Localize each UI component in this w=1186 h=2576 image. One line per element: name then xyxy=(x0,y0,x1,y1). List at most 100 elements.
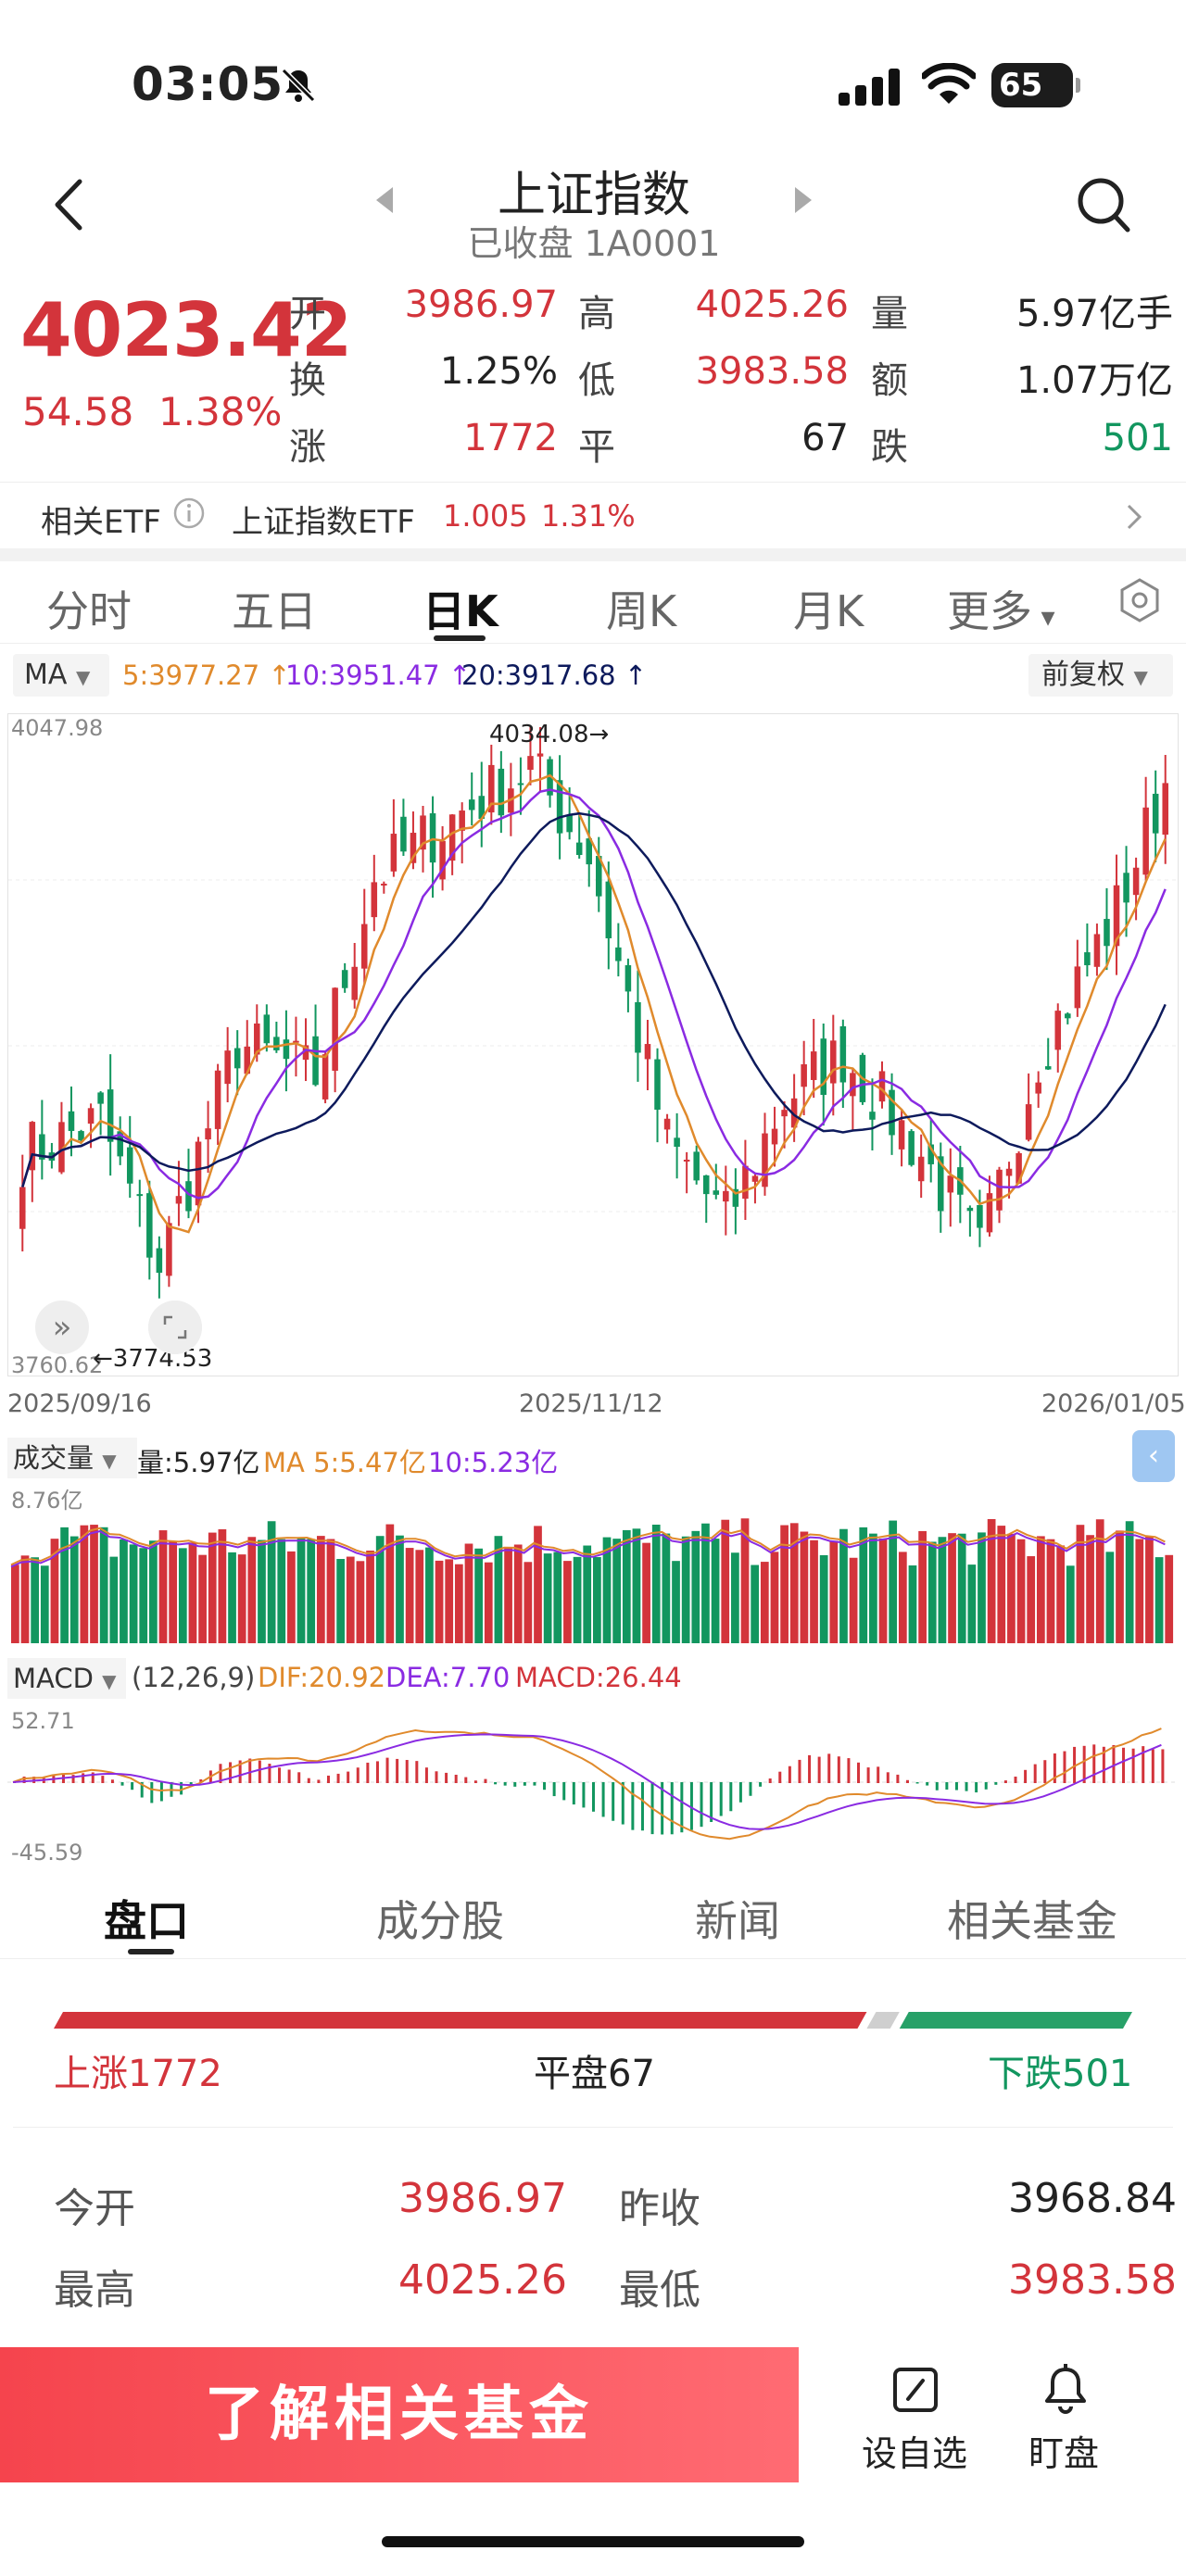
add-watchlist-icon[interactable] xyxy=(890,2364,941,2416)
macd-bar xyxy=(710,1782,713,1822)
candle-body xyxy=(390,834,397,872)
stat-label: 今开 xyxy=(54,2185,135,2232)
search-icon[interactable] xyxy=(1075,174,1132,235)
volume-bar xyxy=(780,1525,789,1643)
ma-select-label: MA xyxy=(24,659,68,691)
macd-dea: DEA:7.70 xyxy=(385,1662,511,1693)
info-icon[interactable] xyxy=(172,496,206,530)
volume-bar xyxy=(810,1539,818,1643)
stat-value: 4025.26 xyxy=(398,2256,567,2304)
adjust-label: 前复权 xyxy=(1041,659,1125,691)
chart-tab[interactable]: 更多 ▾ xyxy=(947,578,1055,639)
learn-fund-button[interactable]: 了解相关基金 xyxy=(0,2347,799,2482)
candle-body xyxy=(732,1188,739,1207)
signal-icon xyxy=(839,69,900,106)
macd-bar xyxy=(886,1772,890,1783)
detail-tab[interactable]: 新闻 xyxy=(695,1896,780,1946)
macd-bar xyxy=(415,1761,419,1783)
collapse-panel-button[interactable]: ‹ xyxy=(1132,1430,1175,1482)
battery-level: 65 xyxy=(999,67,1043,104)
macd-bar xyxy=(513,1782,517,1787)
volume-bar xyxy=(721,1519,730,1643)
candle-body xyxy=(762,1133,768,1187)
macd-bar xyxy=(827,1753,831,1783)
candle-body xyxy=(1044,1066,1052,1070)
expand-left-icon[interactable]: » xyxy=(35,1301,89,1354)
volume-bar xyxy=(987,1519,996,1643)
macd-bar xyxy=(385,1757,389,1783)
candle-body xyxy=(771,1128,778,1145)
candle-body xyxy=(556,780,563,834)
chart-tab[interactable]: 日K xyxy=(423,578,498,639)
detail-tab[interactable]: 成分股 xyxy=(376,1896,504,1946)
volume-bar xyxy=(1056,1545,1065,1643)
volume-bar xyxy=(869,1533,877,1643)
volume-indicator-select[interactable]: 成交量 ▼ xyxy=(7,1438,137,1478)
macd-bar xyxy=(719,1782,723,1816)
macd-bar xyxy=(680,1782,684,1833)
candle-body xyxy=(136,1194,144,1197)
wifi-icon xyxy=(922,63,976,104)
candle-body xyxy=(839,1025,847,1083)
macd-bar xyxy=(749,1782,752,1796)
adjust-select[interactable]: 前复权 ▼ xyxy=(1028,654,1173,697)
candle-body xyxy=(488,764,495,813)
bell-icon[interactable] xyxy=(1040,2362,1091,2418)
volume-bar xyxy=(839,1528,848,1643)
quote-value: 3986.97 xyxy=(404,283,558,326)
dropdown-arrow-icon: ▾ xyxy=(1032,601,1055,634)
chevron-right-icon[interactable] xyxy=(1123,500,1145,534)
chart-tab[interactable]: 月K xyxy=(793,578,864,639)
quote-label: 换 xyxy=(289,359,326,402)
fullscreen-icon[interactable] xyxy=(148,1301,202,1354)
candle-body xyxy=(360,924,368,969)
macd-bar xyxy=(278,1767,282,1783)
macd-bar xyxy=(738,1782,742,1803)
detail-tab[interactable]: 盘口 xyxy=(104,1896,189,1946)
home-indicator xyxy=(382,2536,804,2547)
macd-bar xyxy=(317,1779,321,1783)
macd-bar xyxy=(238,1760,242,1783)
volume-svg xyxy=(10,1518,1174,1643)
candle-body xyxy=(205,1128,211,1140)
macd-indicator-select[interactable]: MACD ▼ xyxy=(7,1658,126,1699)
candle-body xyxy=(830,1040,837,1084)
volume-bar xyxy=(415,1550,424,1643)
chart-tab[interactable]: 周K xyxy=(606,578,676,639)
detail-tab[interactable]: 相关基金 xyxy=(947,1896,1117,1946)
volume-select-label: 成交量 xyxy=(13,1442,95,1474)
volume-bar xyxy=(40,1565,49,1643)
volume-bar xyxy=(1154,1557,1164,1643)
macd-chart[interactable] xyxy=(7,1699,1179,1866)
macd-bar xyxy=(229,1762,233,1783)
settings-icon[interactable] xyxy=(1116,576,1164,624)
candlestick-chart[interactable] xyxy=(7,713,1180,1376)
candle-body xyxy=(420,815,426,850)
volume-chart[interactable] xyxy=(7,1476,1179,1643)
related-etf-row[interactable] xyxy=(0,482,1186,548)
chart-tab[interactable]: 五日 xyxy=(232,578,317,639)
prev-stock-icon[interactable] xyxy=(371,183,398,217)
date-mid: 2025/11/12 xyxy=(519,1389,663,1418)
macd-params: (12,26,9) xyxy=(132,1662,256,1693)
candle-body xyxy=(39,1134,45,1160)
dea-line xyxy=(12,1733,1162,1830)
volume-bar xyxy=(109,1556,119,1643)
macd-bar xyxy=(1082,1745,1086,1783)
volume-bar xyxy=(198,1554,207,1643)
macd-bar xyxy=(464,1777,468,1783)
high-marker: 4034.08→ xyxy=(489,721,610,748)
indicator-select[interactable]: MA ▼ xyxy=(13,654,109,697)
quote-value: 1.07万亿 xyxy=(1016,359,1173,402)
macd-bar xyxy=(640,1782,644,1831)
add-watchlist-label[interactable]: 设自选 xyxy=(862,2433,968,2474)
volume-bar xyxy=(632,1528,641,1643)
volume-bar xyxy=(859,1527,868,1643)
volume-bar xyxy=(474,1548,483,1643)
macd-bar xyxy=(543,1782,547,1791)
monitor-label[interactable]: 盯盘 xyxy=(1028,2433,1100,2474)
chart-tab[interactable]: 分时 xyxy=(46,578,132,639)
candle-body xyxy=(283,1039,290,1060)
back-arrow-icon[interactable] xyxy=(46,174,93,235)
next-stock-icon[interactable] xyxy=(789,183,817,217)
